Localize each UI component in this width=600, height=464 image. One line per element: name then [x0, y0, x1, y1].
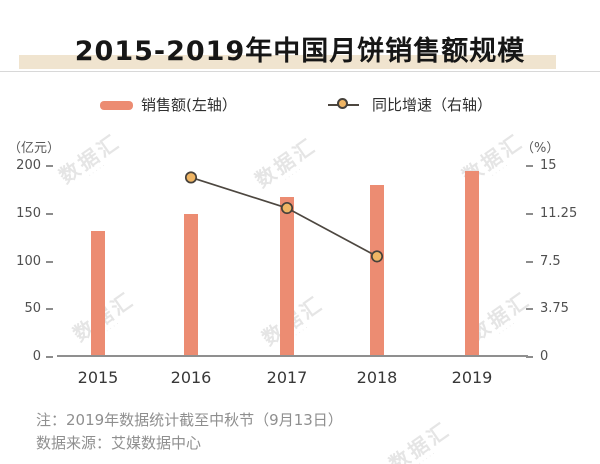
left-axis-tick — [46, 212, 53, 215]
title-divider — [0, 71, 600, 72]
left-axis-tick — [46, 165, 53, 167]
left-axis-tick — [46, 356, 53, 358]
watermark-stamp: 数据汇····· — [254, 290, 336, 359]
x-axis-label-2019: 2019 — [451, 368, 493, 387]
bar-2015 — [91, 230, 105, 357]
bar-2017 — [280, 196, 294, 357]
left-axis-unit: （亿元） — [8, 141, 61, 156]
x-axis-label-2016: 2016 — [170, 368, 212, 387]
title-highlight-band — [19, 55, 556, 69]
watermark-stamp: 数据汇····· — [247, 132, 329, 201]
left-axis-tick — [46, 308, 53, 311]
bar-2018 — [370, 185, 384, 357]
legend-line-label: 同比增速（右轴） — [372, 96, 493, 114]
right-axis-tick-label: 11.25 — [540, 205, 578, 221]
left-axis-tick-label: 150 — [16, 205, 41, 221]
right-axis-tick-label: 0 — [540, 349, 549, 364]
bar-2016 — [184, 213, 198, 357]
right-axis-tick-label: 15 — [540, 158, 557, 173]
left-axis-tick-label: 200 — [16, 158, 41, 173]
left-axis-tick-label: 0 — [32, 349, 41, 364]
x-axis-label-2017: 2017 — [266, 368, 308, 387]
watermark-stamp: 数据汇····· — [65, 286, 147, 355]
x-axis-label-2018: 2018 — [356, 368, 398, 387]
x-axis-label-2015: 2015 — [77, 368, 119, 387]
legend-bar-label: 销售额(左轴） — [141, 96, 237, 114]
left-axis-tick — [46, 260, 53, 263]
right-axis-tick — [526, 212, 533, 215]
right-axis-tick — [526, 260, 533, 263]
legend-bar-swatch — [100, 101, 133, 110]
right-axis-tick — [526, 308, 533, 311]
right-axis-tick-label: 7.5 — [540, 253, 561, 269]
watermark-stamp: 数据汇····· — [381, 416, 463, 464]
watermark-text: 数据汇 — [384, 417, 455, 464]
right-axis-unit: （%） — [521, 141, 560, 156]
legend-line-marker-icon — [337, 98, 348, 109]
data-source: 数据来源：艾媒数据中心 — [36, 434, 202, 452]
x-axis-line — [57, 355, 528, 357]
right-axis-tick — [526, 165, 533, 167]
left-axis-tick-label: 100 — [16, 253, 41, 269]
page-title: 2015-2019年中国月饼销售额规模 — [74, 36, 526, 67]
right-axis-tick — [526, 356, 533, 358]
footnote: 注：2019年数据统计截至中秋节（9月13日） — [36, 411, 343, 429]
bar-2019 — [465, 170, 479, 357]
left-axis-tick-label: 50 — [24, 301, 41, 317]
right-axis-tick-label: 3.75 — [540, 301, 569, 317]
watermark-stamp: 数据汇····· — [51, 128, 133, 197]
